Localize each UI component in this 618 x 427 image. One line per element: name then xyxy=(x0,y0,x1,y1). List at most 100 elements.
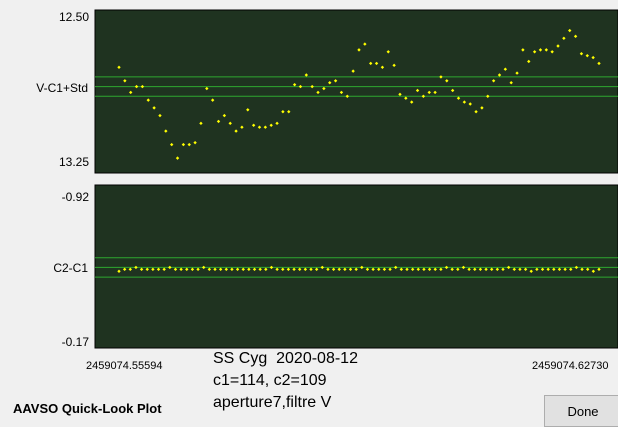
data-point xyxy=(538,48,543,52)
data-point xyxy=(304,73,309,77)
data-point xyxy=(275,121,279,126)
done-button[interactable]: Done xyxy=(544,395,618,427)
data-point xyxy=(146,98,150,102)
data-point xyxy=(316,90,320,95)
data-point xyxy=(597,267,601,272)
data-point xyxy=(190,267,195,272)
data-point xyxy=(462,100,467,104)
data-point xyxy=(168,265,172,270)
data-point xyxy=(151,267,155,272)
data-point xyxy=(210,98,215,102)
data-point xyxy=(386,50,390,54)
data-point xyxy=(128,267,132,272)
data-point xyxy=(205,86,209,91)
data-point xyxy=(546,267,550,272)
data-point xyxy=(162,267,166,272)
data-point xyxy=(246,108,250,112)
data-point xyxy=(474,110,478,114)
y-top-label: 12.50 xyxy=(59,10,89,24)
data-point xyxy=(450,88,455,93)
data-point xyxy=(527,59,531,64)
data-point xyxy=(333,79,338,83)
data-point xyxy=(196,267,200,272)
data-point xyxy=(139,267,144,272)
data-point xyxy=(213,267,217,272)
data-point xyxy=(241,267,245,272)
data-point xyxy=(218,267,223,272)
data-point xyxy=(568,28,572,33)
data-point xyxy=(247,267,251,272)
data-point xyxy=(445,79,449,83)
data-point xyxy=(202,265,206,270)
data-point xyxy=(234,129,238,133)
data-point xyxy=(580,267,584,272)
data-point xyxy=(509,81,513,85)
data-point xyxy=(404,96,408,100)
data-point xyxy=(415,88,420,93)
data-point xyxy=(145,267,149,272)
data-point xyxy=(532,50,537,54)
data-point xyxy=(518,267,522,272)
data-point xyxy=(158,113,162,118)
data-point xyxy=(557,267,562,272)
data-point xyxy=(173,267,178,272)
data-point xyxy=(322,86,326,91)
data-point xyxy=(152,106,156,110)
vc1-panel: 12.50 13.25 V-C1+Std xyxy=(36,9,618,174)
plots-canvas: 12.50 13.25 V-C1+Std -0.92 -0.17 C2-C1 xyxy=(36,9,618,349)
data-point xyxy=(562,36,566,40)
data-point xyxy=(230,267,234,272)
app-title: AAVSO Quick-Look Plot xyxy=(13,401,162,416)
data-point xyxy=(185,267,189,272)
data-point xyxy=(207,267,212,272)
data-point xyxy=(591,55,595,60)
data-point xyxy=(497,73,502,77)
data-point xyxy=(550,50,554,54)
data-point xyxy=(540,267,545,272)
observation-info: SS Cyg 2020-08-12 c1=114, c2=109 apertur… xyxy=(213,348,358,414)
data-point xyxy=(503,67,508,71)
data-point xyxy=(222,113,227,118)
data-point xyxy=(480,106,484,110)
data-point xyxy=(257,125,262,129)
data-point xyxy=(544,48,549,52)
data-point xyxy=(235,267,240,272)
data-point xyxy=(357,48,361,52)
data-point xyxy=(363,42,367,46)
data-point xyxy=(409,100,414,104)
data-point xyxy=(586,267,590,272)
data-point xyxy=(512,267,516,272)
data-point xyxy=(140,84,145,89)
data-point xyxy=(579,52,584,56)
x-min-label: 2459074.55594 xyxy=(86,360,163,372)
data-point xyxy=(224,267,228,272)
data-point xyxy=(597,61,601,66)
data-point xyxy=(515,71,519,75)
y-bottom-label: 13.25 xyxy=(59,155,89,169)
data-point xyxy=(521,48,525,52)
data-point xyxy=(228,121,232,126)
data-point xyxy=(552,267,556,272)
data-point xyxy=(281,110,285,114)
data-point xyxy=(251,123,256,127)
data-point xyxy=(216,119,221,124)
data-point xyxy=(351,69,355,73)
data-point xyxy=(199,121,203,126)
data-point xyxy=(573,34,578,39)
data-point xyxy=(369,61,373,66)
star-and-date: SS Cyg 2020-08-12 xyxy=(213,350,358,367)
data-point xyxy=(563,267,567,272)
data-point xyxy=(117,65,121,69)
data-point xyxy=(310,84,314,89)
data-point xyxy=(298,84,303,89)
data-point xyxy=(134,265,138,270)
data-point xyxy=(134,84,139,89)
data-point xyxy=(117,269,121,273)
data-point xyxy=(287,110,291,114)
c2c1-panel: -0.92 -0.17 C2-C1 xyxy=(53,184,618,349)
y-axis-title: C2-C1 xyxy=(53,261,88,275)
x-max-label: 2459074.62730 xyxy=(532,360,609,372)
y-top-label: -0.92 xyxy=(62,190,90,204)
data-point xyxy=(156,267,161,272)
plot-area xyxy=(94,184,618,349)
